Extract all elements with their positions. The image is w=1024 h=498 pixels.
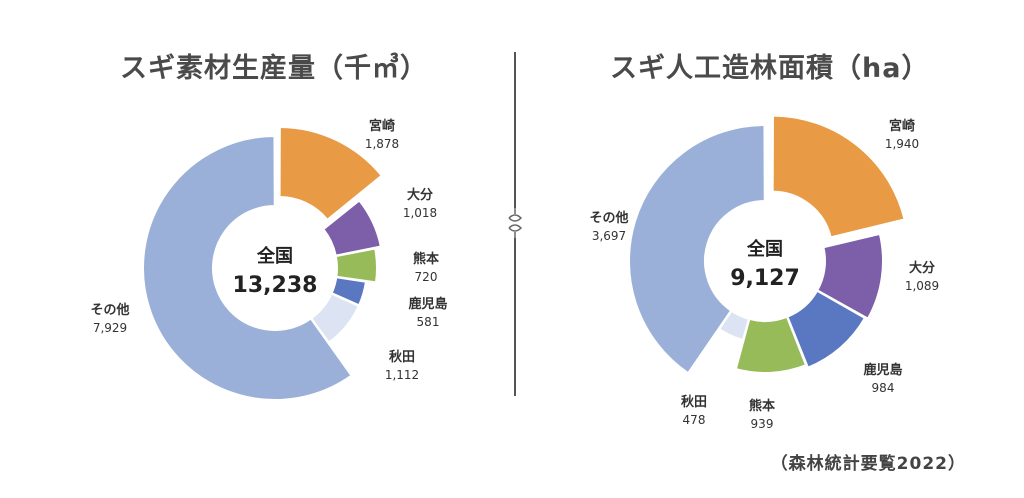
slice-value-宮崎: 1,878 [365, 137, 399, 151]
slice-value-鹿児島: 581 [417, 315, 440, 329]
slice-value-宮崎: 1,940 [885, 137, 919, 151]
chart-title-right: スギ人工造林面積（ha） [610, 53, 930, 84]
slice-label-その他: その他 [589, 210, 628, 226]
donut-hole [707, 203, 823, 319]
slice-宮崎 [771, 114, 906, 239]
slice-value-その他: 7,929 [93, 321, 127, 335]
slice-value-熊本: 720 [415, 270, 438, 284]
slice-その他 [142, 134, 353, 401]
slice-label-秋田: 秋田 [389, 349, 415, 365]
donut-hole [215, 208, 335, 328]
slice-label-熊本: 熊本 [413, 251, 439, 267]
slice-label-宮崎: 宮崎 [369, 118, 395, 134]
slice-熊本 [734, 315, 808, 374]
slice-label-大分: 大分 [407, 187, 433, 203]
slice-label-宮崎: 宮崎 [889, 118, 915, 134]
center-label: 全国 [256, 245, 293, 267]
slice-宮崎 [278, 125, 384, 222]
chart-title-left: スギ素材生産量（千㎥） [120, 53, 428, 84]
center-value: 13,238 [233, 273, 318, 298]
slice-label-大分: 大分 [909, 260, 935, 276]
divider-line-top [514, 52, 516, 208]
divider-line-bottom [514, 238, 516, 396]
slice-label-秋田: 秋田 [681, 394, 707, 410]
slice-value-秋田: 1,112 [385, 368, 419, 382]
center-label: 全国 [746, 238, 783, 260]
center-value: 9,127 [730, 266, 800, 291]
slice-label-鹿児島: 鹿児島 [408, 296, 447, 312]
slice-value-大分: 1,089 [905, 279, 939, 293]
slice-大分 [815, 232, 884, 321]
slice-value-熊本: 939 [751, 417, 774, 431]
slice-value-その他: 3,697 [592, 229, 626, 243]
slice-鹿児島 [786, 289, 867, 369]
slice-その他 [628, 123, 766, 375]
slice-label-鹿児島: 鹿児島 [863, 362, 902, 378]
slice-value-鹿児島: 984 [872, 381, 895, 395]
slice-label-その他: その他 [90, 302, 129, 318]
divider-knot-icon [508, 208, 523, 238]
slice-value-大分: 1,018 [403, 206, 437, 220]
source-note: （森林統計要覧2022） [770, 454, 966, 474]
slice-value-秋田: 478 [683, 413, 706, 427]
slice-label-熊本: 熊本 [749, 398, 775, 414]
